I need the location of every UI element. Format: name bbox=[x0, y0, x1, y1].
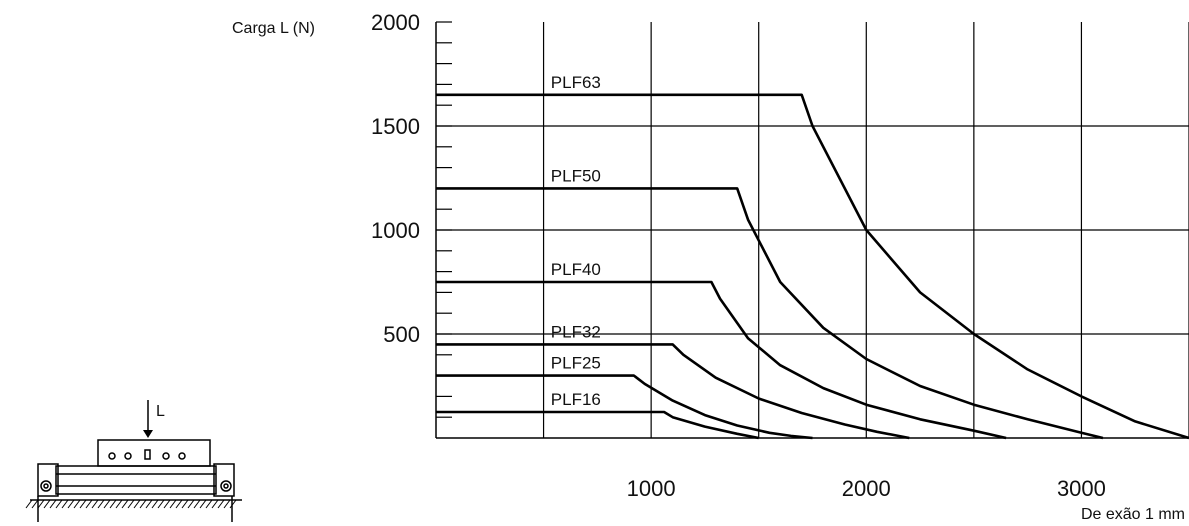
series-line-plf32 bbox=[436, 343, 910, 440]
hatch-line bbox=[175, 499, 183, 509]
series-label: PLF25 bbox=[551, 354, 601, 373]
hatch-line bbox=[31, 499, 39, 509]
end-bolt-icon bbox=[223, 483, 229, 489]
slider-carriage bbox=[97, 439, 211, 467]
hatch-line bbox=[49, 499, 57, 509]
load-diagram bbox=[25, 400, 242, 522]
hatch-line bbox=[205, 499, 213, 509]
hatch-line bbox=[145, 499, 153, 509]
x-tick-label: 3000 bbox=[1057, 476, 1106, 501]
hatch-line bbox=[187, 499, 195, 509]
hatch-line bbox=[25, 499, 33, 509]
y-tick-label: 1500 bbox=[371, 114, 420, 139]
carriage-bolt-icon bbox=[108, 452, 116, 460]
y-tick-label: 1000 bbox=[371, 218, 420, 243]
end-block-right bbox=[213, 463, 235, 497]
y-tick-label: 500 bbox=[383, 322, 420, 347]
hatch-line bbox=[199, 499, 207, 509]
hatch-line bbox=[193, 499, 201, 509]
hatch-line bbox=[67, 499, 75, 509]
carriage-slot-icon bbox=[144, 449, 151, 460]
ground-hatch bbox=[25, 499, 237, 509]
hatch-line bbox=[181, 499, 189, 509]
hatch-line bbox=[169, 499, 177, 509]
hatch-line bbox=[139, 499, 147, 509]
series-line-plf50 bbox=[436, 187, 1104, 440]
hatch-line bbox=[103, 499, 111, 509]
series-line-plf16 bbox=[436, 410, 759, 440]
hatch-line bbox=[61, 499, 69, 509]
hatch-line bbox=[121, 499, 129, 509]
hatch-line bbox=[157, 499, 165, 509]
carriage-bolt-icon bbox=[162, 452, 170, 460]
hatch-line bbox=[217, 499, 225, 509]
axis-ticks bbox=[436, 21, 452, 418]
end-bolt-icon bbox=[40, 480, 52, 492]
hatch-line bbox=[115, 499, 123, 509]
hatch-line bbox=[223, 499, 231, 509]
hatch-line bbox=[109, 499, 117, 509]
end-bolt-icon bbox=[43, 483, 49, 489]
series-label: PLF16 bbox=[551, 390, 601, 409]
hatch-line bbox=[79, 499, 87, 509]
load-arrow-label: L bbox=[156, 403, 165, 420]
series-line-plf25 bbox=[436, 374, 813, 440]
tick-and-series-labels: 500 1000 1500 2000 1000 2000 3000 PLF63 PLF50 PLF… bbox=[371, 10, 1106, 501]
series-line-plf40 bbox=[436, 280, 1007, 440]
hatch-line bbox=[151, 499, 159, 509]
hatch-line bbox=[163, 499, 171, 509]
series-lines bbox=[436, 93, 1189, 440]
x-tick-label: 2000 bbox=[842, 476, 891, 501]
load-arrow-head-icon bbox=[143, 430, 153, 438]
hatch-line bbox=[229, 499, 237, 509]
series-label: PLF50 bbox=[551, 166, 601, 185]
end-bolt-icon bbox=[220, 480, 232, 492]
hatch-line bbox=[91, 499, 99, 509]
carriage-bolt-icon bbox=[178, 452, 186, 460]
series-line-plf63 bbox=[436, 93, 1189, 440]
y-tick-label: 2000 bbox=[371, 10, 420, 35]
rail-body bbox=[55, 465, 217, 495]
hatch-line bbox=[133, 499, 141, 509]
series-label: PLF40 bbox=[551, 260, 601, 279]
hatch-line bbox=[43, 499, 51, 509]
hatch-line bbox=[37, 499, 45, 509]
x-axis-label: De exão 1 mm bbox=[1080, 506, 1185, 523]
end-block-left bbox=[37, 463, 59, 497]
carriage-bolt-icon bbox=[124, 452, 132, 460]
x-tick-label: 1000 bbox=[627, 476, 676, 501]
hatch-line bbox=[127, 499, 135, 509]
y-axis-label: Carga L (N) bbox=[232, 20, 315, 37]
hatch-line bbox=[211, 499, 219, 509]
hatch-line bbox=[55, 499, 63, 509]
series-label: PLF32 bbox=[551, 322, 601, 341]
hatch-line bbox=[97, 499, 105, 509]
hatch-line bbox=[73, 499, 81, 509]
series-label: PLF63 bbox=[551, 73, 601, 92]
hatch-line bbox=[85, 499, 93, 509]
